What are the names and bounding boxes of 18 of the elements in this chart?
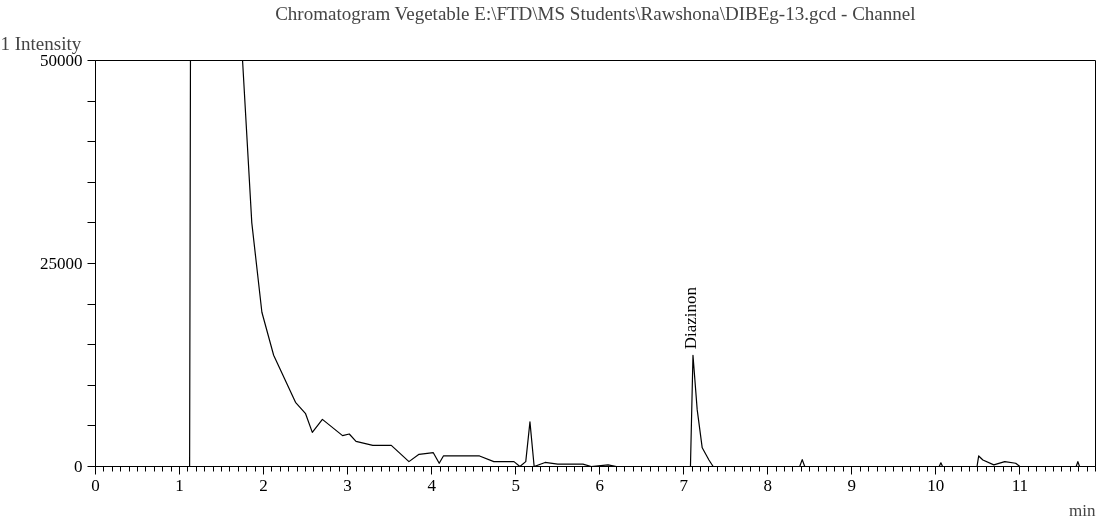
x-tick-label: 9 [847,475,857,495]
y-tick-label: 0 [74,457,83,476]
annotation: Diazinon [681,286,701,350]
x-tick-label: 5 [511,475,520,495]
x-tick-label: 0 [91,475,100,495]
y-tick-label: 25000 [40,254,83,273]
y-axis-title: 1 Intensity [0,32,82,54]
x-tick-label: 6 [595,475,604,495]
chart-title: Chromatogram Vegetable E:\FTD\MS Students\Rawshona\DIBEg-13.gcd - Channel [275,2,916,24]
x-tick-label: 7 [679,475,689,495]
x-tick-label: 2 [259,475,268,495]
x-tick-label: 10 [927,475,945,495]
x-tick-label: 1 [175,475,184,495]
x-axis-title: min [1069,500,1096,520]
x-tick-label: 11 [1011,475,1029,495]
x-tick-label: 8 [763,475,773,495]
x-tick-label: 3 [343,475,352,495]
x-tick-label: 4 [427,475,437,495]
